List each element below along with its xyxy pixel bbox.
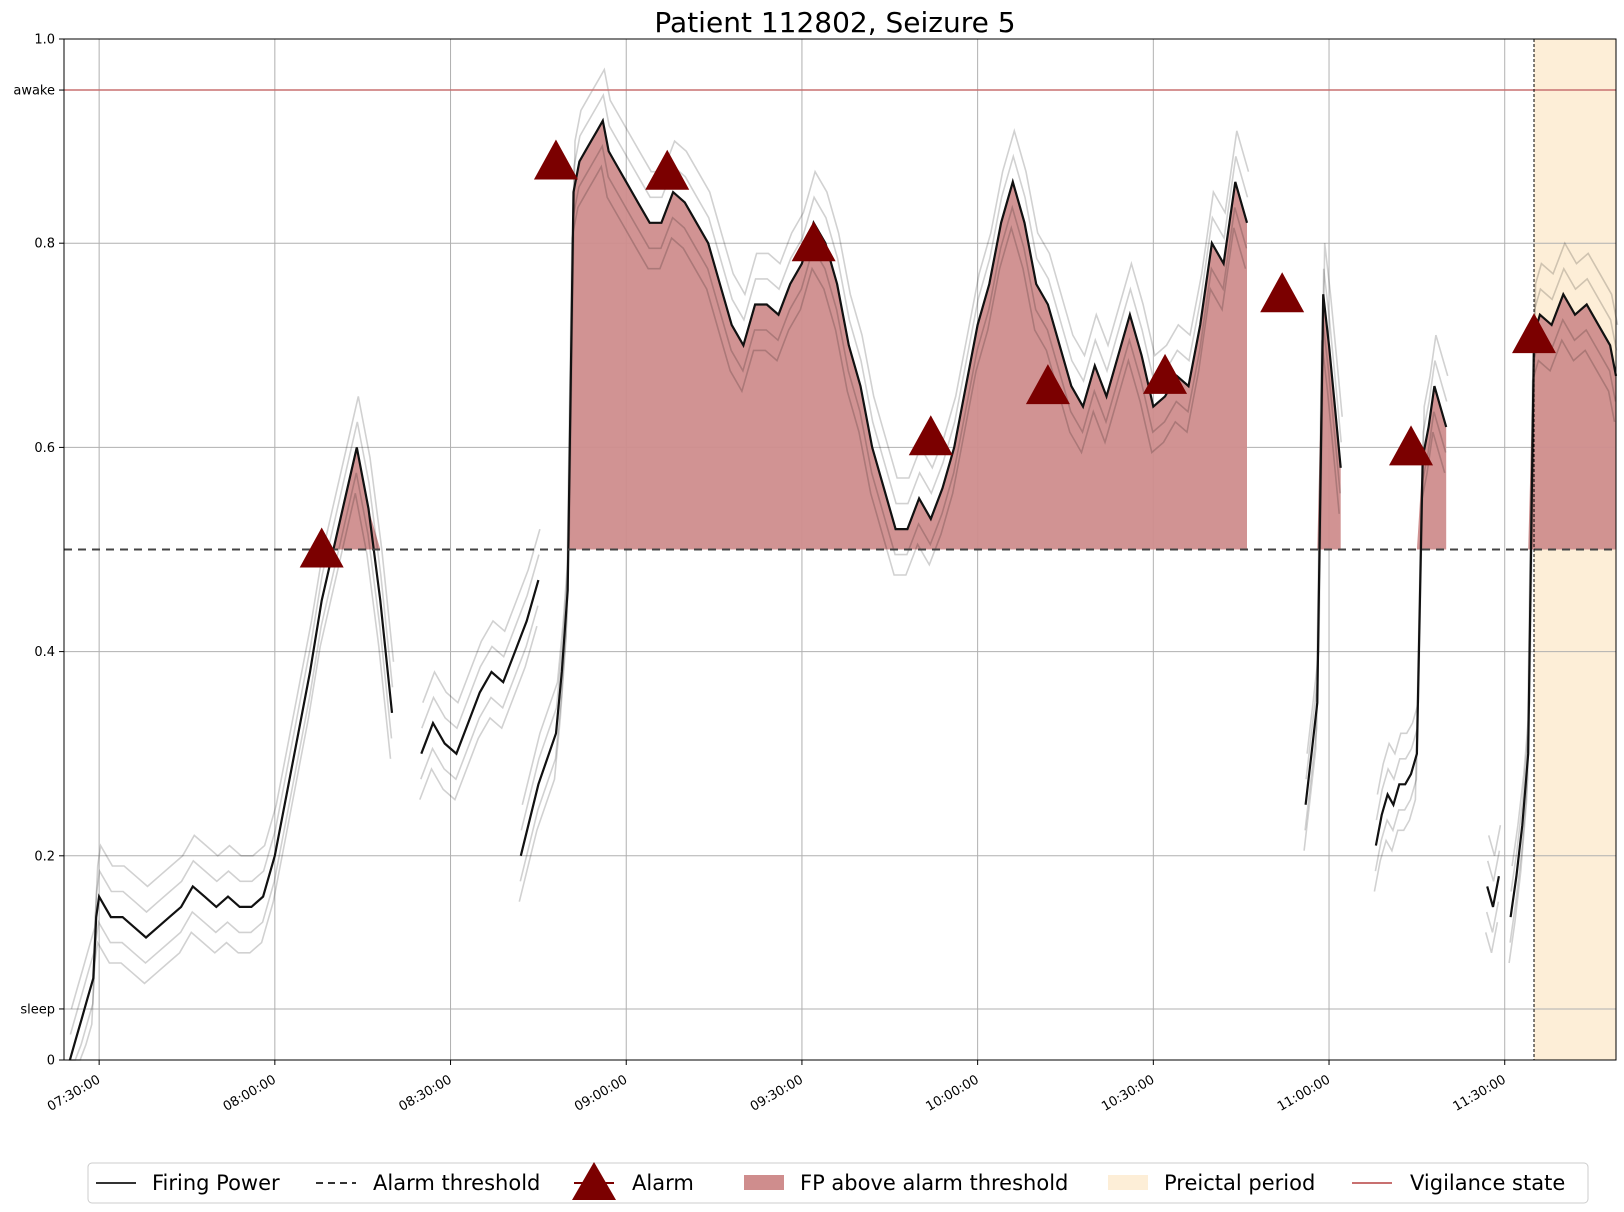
chart-title: Patient 112802, Seizure 5 — [654, 6, 1015, 39]
alarm-marker — [299, 527, 344, 568]
firing-power-ensemble-trace — [519, 143, 1248, 882]
plot-frame — [63, 38, 1617, 1061]
fp-above-threshold-area — [69, 447, 393, 550]
legend-alarm-threshold-label: Alarm threshold — [373, 1171, 540, 1195]
y-tick-label: 0.8 — [34, 237, 55, 252]
alarm-marker — [1143, 353, 1188, 394]
firing-power-ensemble-trace — [420, 605, 539, 781]
alarm-markers — [299, 139, 1557, 568]
firing-power-lines — [68, 67, 1619, 1061]
y-axis-ticks: 0 sleep 0.2 0.4 0.6 0.8 awake 1.0 — [13, 33, 64, 1069]
x-tick-label: 09:30:00 — [748, 1072, 806, 1114]
firing-power-ensemble-trace — [1305, 268, 1342, 780]
legend-alarm-label: Alarm — [632, 1171, 694, 1195]
x-tick-label: 10:30:00 — [1099, 1072, 1157, 1114]
y-tick-label: awake — [13, 84, 55, 99]
firing-power-ensemble-trace — [1484, 922, 1499, 954]
alarm-marker — [908, 415, 953, 456]
x-tick-label: 09:00:00 — [572, 1072, 630, 1114]
legend-preictal-label: Preictal period — [1164, 1171, 1315, 1195]
firing-power-line — [519, 117, 1249, 857]
legend-fp-above-label: FP above alarm threshold — [800, 1171, 1068, 1195]
firing-power-ensemble-trace — [422, 528, 541, 705]
fp-above-threshold-area — [520, 120, 1247, 550]
firing-power-line — [1509, 291, 1618, 918]
legend-box — [87, 1162, 1589, 1204]
firing-power-ensemble-trace — [1485, 901, 1500, 933]
fp-above-threshold-fills — [69, 120, 1616, 550]
firing-power-ensemble-trace — [419, 625, 538, 801]
firing-power-ensemble-trace — [1374, 411, 1447, 872]
alarm-marker — [1025, 364, 1070, 405]
x-tick-label: 07:30:00 — [45, 1072, 103, 1114]
alarm-marker — [1512, 313, 1557, 354]
y-tick-label: 0.2 — [34, 849, 55, 864]
alarm-marker — [1389, 425, 1434, 466]
x-tick-label: 10:00:00 — [924, 1072, 982, 1114]
alarm-marker — [791, 221, 836, 262]
x-axis-ticks: 07:30:00 08:00:00 08:30:00 09:00:00 09:30:00… — [45, 1060, 1509, 1115]
firing-power-ensemble-trace — [69, 421, 394, 1035]
firing-power-ensemble-trace — [518, 164, 1247, 902]
y-tick-label: 1.0 — [34, 33, 55, 48]
firing-power-ensemble-trace — [1511, 241, 1619, 867]
firing-power-line — [1374, 385, 1448, 846]
x-tick-label: 08:00:00 — [221, 1072, 279, 1114]
fp-above-threshold-area — [1510, 294, 1616, 550]
y-tick-label: sleep — [20, 1002, 55, 1017]
fp-above-threshold-area — [1375, 386, 1447, 550]
firing-power-ensemble-trace — [1487, 825, 1502, 857]
legend-fp-above-swatch — [744, 1175, 784, 1190]
firing-power-ensemble-trace — [1375, 360, 1448, 821]
firing-power-ensemble-trace — [1306, 243, 1343, 754]
legend-vigilance-label: Vigilance state — [1410, 1171, 1565, 1195]
firing-power-ensemble-trace — [1373, 431, 1446, 892]
firing-power-ensemble-trace — [69, 472, 393, 1061]
alarm-marker — [533, 139, 578, 180]
alarm-marker — [1260, 272, 1305, 313]
y-tick-label: 0.4 — [34, 645, 55, 660]
firing-power-ensemble-trace — [1376, 334, 1449, 795]
firing-power-ensemble-trace — [1508, 338, 1616, 964]
legend-firing-power-label: Firing Power — [152, 1171, 280, 1195]
legend-preictal-swatch — [1108, 1175, 1148, 1190]
fp-above-threshold-area — [1305, 294, 1341, 550]
firing-power-line — [1486, 875, 1500, 908]
alarm-marker — [645, 149, 690, 190]
firing-power-ensemble-trace — [421, 554, 540, 730]
firing-power-ensemble-trace — [68, 493, 392, 1061]
firing-power-ensemble-trace — [1510, 266, 1618, 892]
firing-power-ensemble-trace — [520, 92, 1249, 831]
legend: Firing Power Alarm threshold Alarm FP ab… — [87, 1162, 1589, 1204]
y-tick-label: 0.6 — [34, 441, 55, 456]
x-tick-label: 08:30:00 — [396, 1072, 454, 1114]
firing-power-ensemble-trace — [521, 67, 1250, 805]
legend-alarm-marker-swatch — [572, 1162, 616, 1200]
firing-power-ensemble-trace — [1486, 850, 1501, 882]
y-tick-label: 0 — [47, 1054, 55, 1069]
firing-power-line — [1304, 294, 1342, 805]
x-tick-label: 11:00:00 — [1275, 1072, 1333, 1114]
firing-power-line — [420, 579, 540, 756]
firing-power-ensemble-trace — [70, 396, 395, 1010]
x-tick-label: 11:30:00 — [1451, 1072, 1509, 1114]
